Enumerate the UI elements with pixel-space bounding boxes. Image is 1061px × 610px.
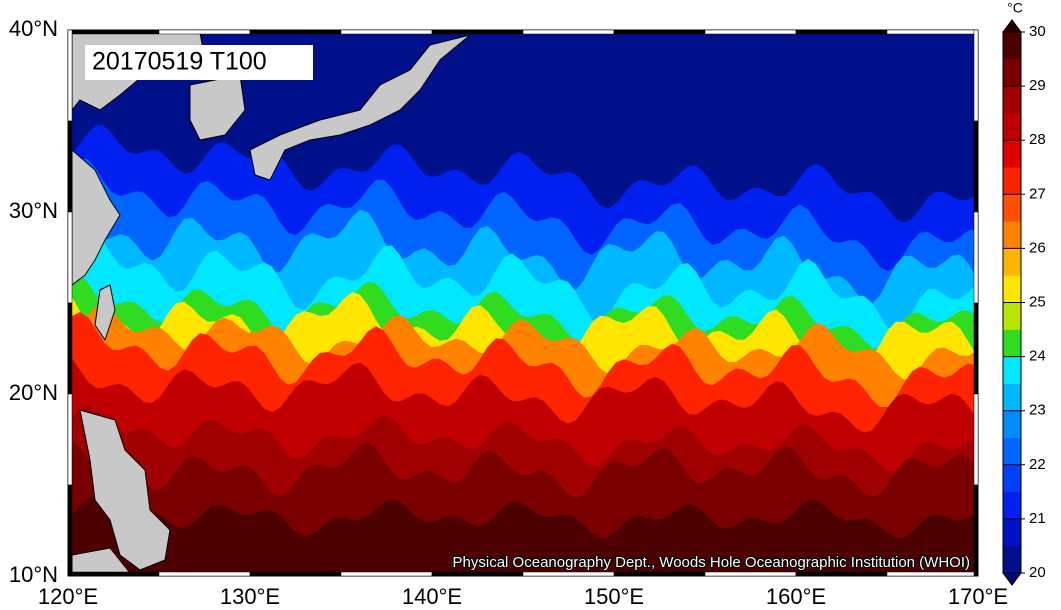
- frame-segment: [973, 29, 979, 122]
- colorbar-bin: [1003, 86, 1021, 114]
- frame-segment: [158, 571, 251, 577]
- frame-segment: [67, 484, 73, 577]
- colorbar-bin: [1003, 32, 1021, 60]
- land: [72, 547, 131, 573]
- frame-segment: [795, 571, 888, 577]
- frame-segment: [67, 302, 73, 395]
- frame-segment: [67, 120, 73, 213]
- temperature-map: [72, 33, 974, 573]
- colorbar-bin: [1003, 491, 1021, 520]
- colorbar-tick-label: 29: [1029, 77, 1046, 94]
- colorbar-tick-label: 26: [1029, 239, 1046, 256]
- map-title: 20170519 T100: [92, 48, 267, 76]
- frame-segment: [795, 29, 888, 35]
- lat-label: 20°N: [9, 380, 58, 405]
- frame-segment: [340, 571, 433, 577]
- colorbar-bin: [1003, 275, 1021, 303]
- colorbar-tick-label: 20: [1029, 564, 1046, 581]
- colorbar-bin: [1003, 410, 1021, 439]
- colorbar-tick-label: 24: [1029, 348, 1046, 365]
- colorbar-bin: [1003, 383, 1021, 411]
- frame-segment: [249, 29, 342, 35]
- frame-segment: [431, 571, 524, 577]
- colorbar-unit: °C: [1007, 0, 1023, 16]
- colorbar-bin: [1003, 113, 1021, 141]
- frame-segment: [704, 571, 797, 577]
- land: [79, 409, 171, 571]
- colorbar-bin: [1003, 545, 1021, 574]
- frame-segment: [886, 571, 979, 577]
- colorbar-bin: [1003, 437, 1021, 466]
- colorbar-bin: [1003, 140, 1021, 168]
- title-box: [85, 45, 313, 80]
- frame-segment: [613, 29, 706, 35]
- frame-segment: [973, 484, 979, 577]
- frame-segment: [886, 29, 979, 35]
- frame-segment: [613, 571, 706, 577]
- frame-segment: [704, 29, 797, 35]
- colorbar: 20 21 22 23 24 25 26 27 28 29 30: [1002, 19, 1046, 586]
- lon-label: 150°E: [584, 584, 644, 609]
- land: [249, 34, 471, 181]
- temperature-band: [72, 495, 974, 573]
- colorbar-tick-label: 27: [1029, 185, 1046, 202]
- colorbar-tick-label: 22: [1029, 456, 1046, 473]
- colorbar-bin: [1003, 518, 1021, 547]
- frame-segment: [249, 571, 342, 577]
- colorbar-bin: [1003, 59, 1021, 87]
- frame-segment: [431, 29, 524, 35]
- colorbar-bin: [1003, 302, 1021, 330]
- colorbar-tick-label: 23: [1029, 402, 1046, 419]
- land: [94, 284, 116, 342]
- lat-label: 10°N: [9, 562, 58, 587]
- colorbar-bin: [1003, 356, 1021, 384]
- colorbar-bin: [1003, 221, 1021, 249]
- map-frame: [67, 29, 979, 577]
- credit: Physical Oceanography Dept., Woods Hole …: [453, 554, 970, 571]
- colorbar-bin: [1003, 464, 1021, 493]
- lat-label: 40°N: [9, 16, 58, 41]
- frame-segment: [67, 29, 160, 35]
- lon-label: 130°E: [220, 584, 280, 609]
- colorbar-tick-label: 25: [1029, 293, 1046, 310]
- lon-label: 120°E: [38, 584, 98, 609]
- colorbar-over: [1002, 19, 1022, 33]
- frame-segment: [67, 29, 73, 122]
- colorbar-bin: [1003, 329, 1021, 357]
- frame-segment: [67, 393, 73, 486]
- colorbar-bin: [1003, 194, 1021, 222]
- frame-segment: [522, 29, 615, 35]
- colorbar-bin: [1003, 167, 1021, 195]
- land: [72, 149, 121, 286]
- frame-segment: [973, 393, 979, 486]
- frame-segment: [973, 120, 979, 213]
- lon-label: 140°E: [402, 584, 462, 609]
- lon-label: 170°E: [948, 584, 1008, 609]
- colorbar-tick-label: 30: [1029, 23, 1046, 40]
- frame-segment: [340, 29, 433, 35]
- lat-label: 30°N: [9, 198, 58, 223]
- colorbar-tick-label: 28: [1029, 131, 1046, 148]
- colorbar-bin: [1003, 248, 1021, 276]
- colorbar-tick-label: 21: [1029, 510, 1046, 527]
- frame-segment: [67, 571, 160, 577]
- frame-segment: [973, 211, 979, 304]
- frame-segment: [67, 211, 73, 304]
- lon-label: 160°E: [766, 584, 826, 609]
- frame-segment: [158, 29, 251, 35]
- frame-segment: [522, 571, 615, 577]
- frame-segment: [973, 302, 979, 395]
